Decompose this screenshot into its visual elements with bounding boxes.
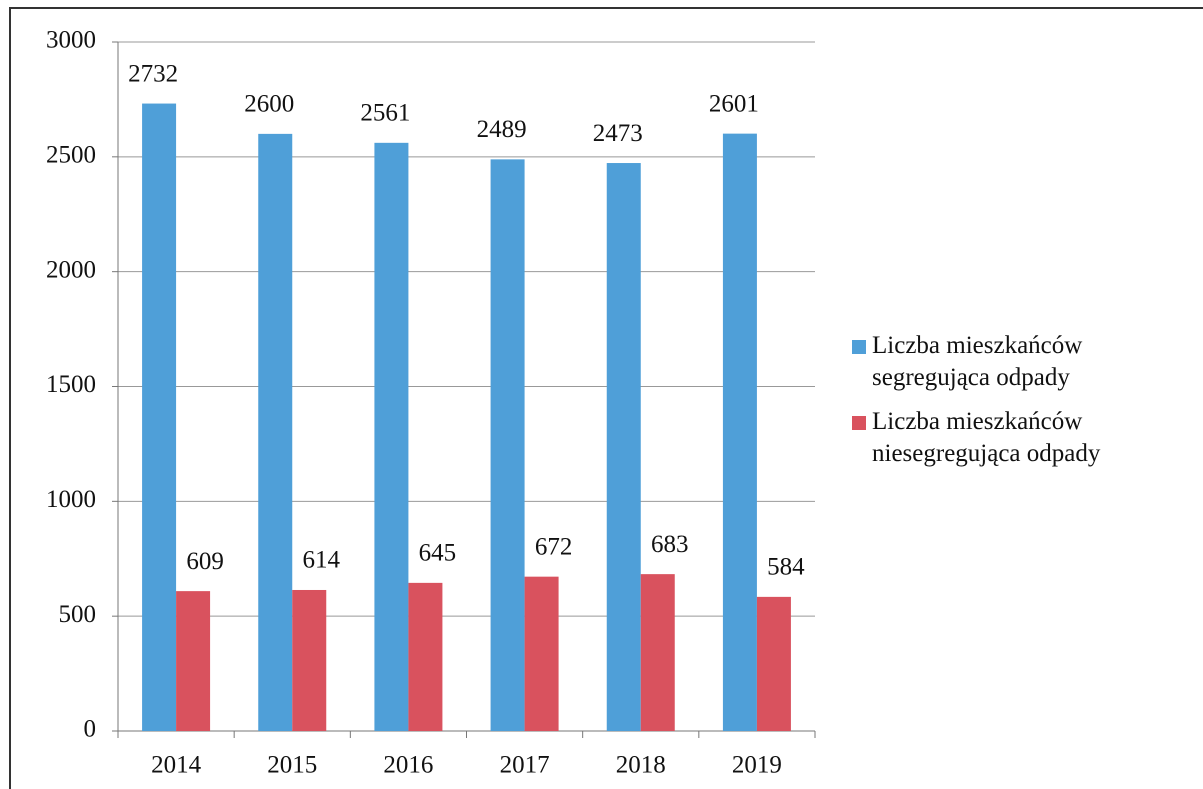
y-tick-label: 2000 <box>46 256 96 283</box>
data-label: 2473 <box>593 120 643 147</box>
bar <box>292 589 327 731</box>
y-tick-label: 3000 <box>46 27 96 54</box>
data-label: 2489 <box>477 116 527 143</box>
legend-item: Liczba mieszkańców niesegregująca odpady <box>852 406 1172 470</box>
y-tick-label: 2500 <box>46 142 96 169</box>
bar <box>490 159 525 731</box>
legend-label: Liczba mieszkańców niesegregująca odpady <box>872 408 1101 467</box>
y-tick-label: 500 <box>59 601 97 628</box>
bar <box>258 133 293 731</box>
bar <box>176 591 211 731</box>
bar <box>142 103 177 732</box>
data-label: 683 <box>651 531 689 558</box>
x-tick-label: 2019 <box>732 752 782 779</box>
legend-swatch <box>852 416 866 430</box>
frame <box>9 7 1203 789</box>
x-tick-label: 2017 <box>500 752 550 779</box>
bar <box>524 576 559 731</box>
x-tick-label: 2014 <box>151 752 202 779</box>
x-tick-label: 2016 <box>383 752 433 779</box>
legend-swatch <box>852 340 866 354</box>
data-label: 2561 <box>360 100 410 127</box>
bar <box>606 163 641 732</box>
bar <box>408 582 443 731</box>
data-label: 2732 <box>128 60 178 87</box>
bar <box>722 133 757 732</box>
y-tick-label: 1000 <box>46 486 96 513</box>
bar <box>374 142 409 731</box>
bar <box>756 596 791 731</box>
data-label: 645 <box>419 540 457 567</box>
data-label: 2601 <box>709 90 759 117</box>
legend: Liczba mieszkańców segregująca odpady Lic… <box>852 330 1172 482</box>
bar <box>640 574 675 731</box>
y-tick-label: 0 <box>84 716 97 743</box>
y-tick-label: 1500 <box>46 371 96 398</box>
legend-item: Liczba mieszkańców segregująca odpady <box>852 330 1172 394</box>
legend-label: Liczba mieszkańców segregująca odpady <box>872 332 1083 391</box>
x-tick-label: 2015 <box>267 752 317 779</box>
x-tick-label: 2018 <box>616 752 666 779</box>
data-label: 609 <box>186 548 224 575</box>
data-label: 584 <box>767 554 805 581</box>
data-label: 672 <box>535 533 573 560</box>
data-label: 2600 <box>244 91 294 118</box>
data-label: 614 <box>303 547 341 574</box>
